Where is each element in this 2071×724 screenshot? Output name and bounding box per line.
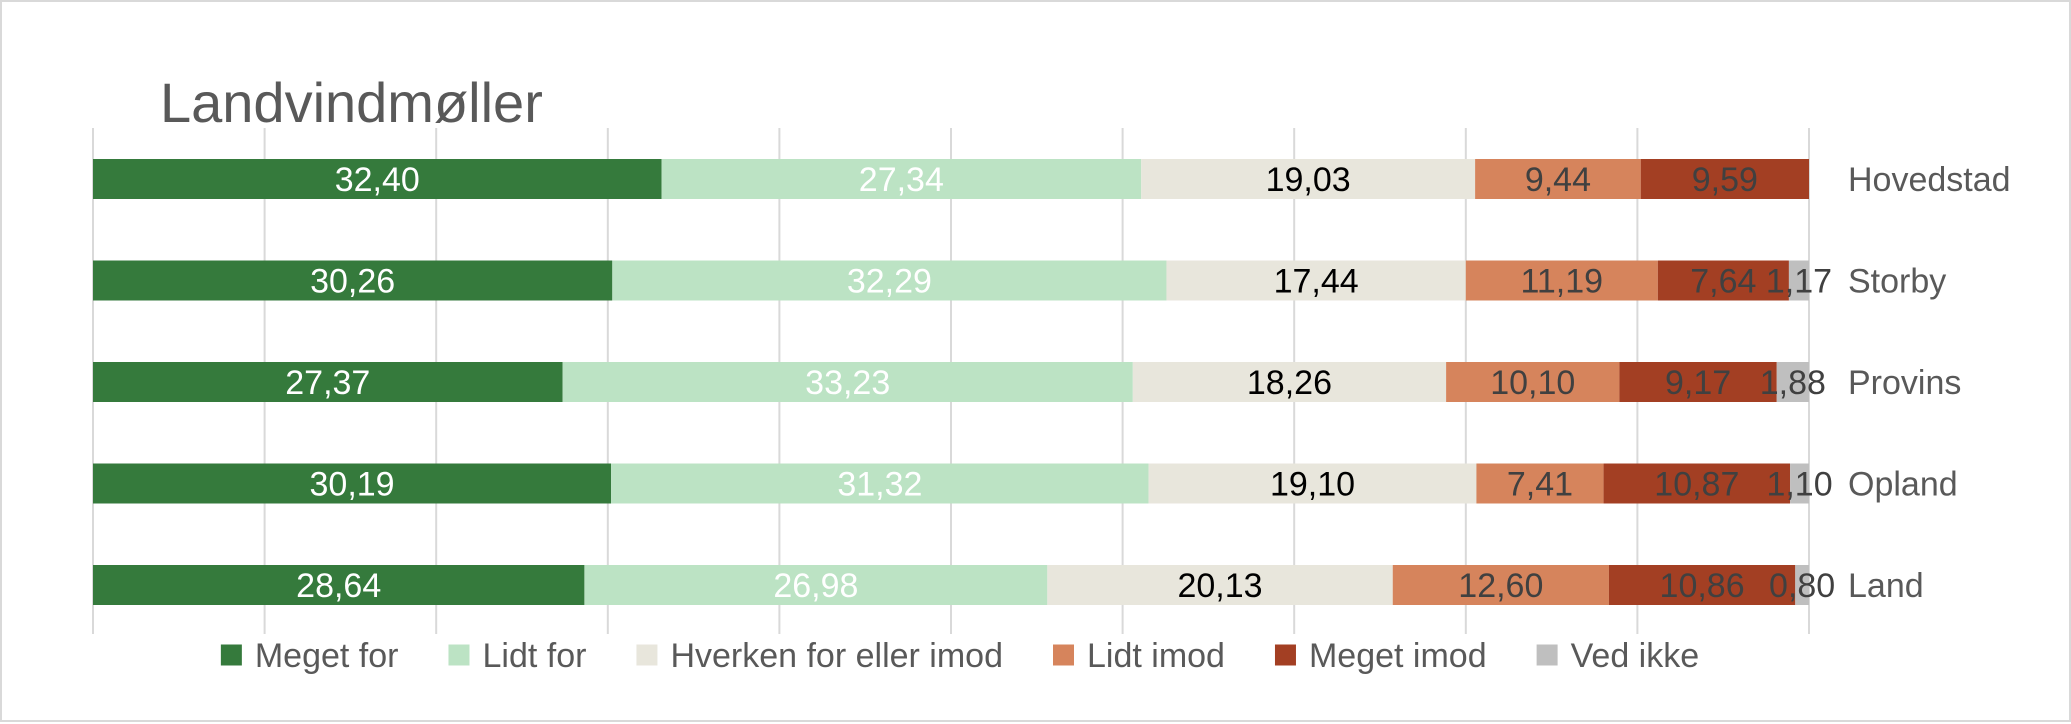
bar-segment (1475, 159, 1641, 199)
data-label: 26,98 (773, 567, 858, 605)
data-label: 10,87 (1654, 466, 1739, 504)
bar-segment (1166, 260, 1466, 301)
legend-label: Hverken for eller imod (670, 637, 1003, 675)
bar-segment (612, 260, 1167, 301)
data-label: 28,64 (296, 567, 381, 605)
bar-segment (93, 565, 585, 605)
legend: Meget for Lidt for Hverken for eller imod L… (220, 637, 1700, 675)
legend-label: Lidt for (482, 637, 586, 675)
legend-swatch (220, 644, 242, 666)
data-label: 1,10 (1766, 466, 1832, 504)
bar-segment (1392, 565, 1609, 605)
legend-swatch (1536, 644, 1558, 666)
category-label: Storby (1848, 263, 1946, 301)
bar-segment (1047, 565, 1393, 605)
data-label: 19,03 (1266, 161, 1351, 199)
bar-segment (1788, 260, 1809, 301)
data-label: 30,19 (310, 466, 395, 504)
legend-label: Lidt imod (1087, 637, 1225, 675)
data-label: 31,32 (837, 466, 922, 504)
data-label: 27,34 (859, 161, 944, 199)
legend-swatch (1274, 644, 1296, 666)
legend-swatch (1053, 644, 1074, 666)
data-label: 10,10 (1490, 364, 1575, 402)
bars (93, 159, 1809, 605)
category-label: Land (1848, 567, 1924, 605)
data-label: 12,60 (1458, 567, 1543, 605)
data-label: 19,10 (1270, 466, 1355, 504)
category-label: Opland (1848, 466, 1958, 504)
data-label: 11,19 (1521, 263, 1604, 301)
bar-segment (93, 159, 662, 199)
bar-segment (1603, 463, 1791, 504)
bar-segment (1795, 565, 1809, 605)
bar-segment (584, 565, 1048, 605)
data-label: 30,26 (310, 263, 395, 301)
data-label: 18,26 (1247, 364, 1332, 402)
bar-segment (1640, 159, 1809, 199)
bar-segment (93, 362, 563, 402)
data-label: 9,17 (1665, 364, 1731, 402)
data-label: 7,64 (1690, 263, 1756, 301)
data-label: 17,44 (1274, 263, 1359, 301)
bar-segment (1148, 463, 1477, 504)
legend-label: Meget imod (1309, 637, 1487, 675)
data-label: 20,13 (1177, 567, 1262, 605)
legend-swatch (448, 644, 470, 666)
bar-segment (1446, 362, 1620, 402)
data-label: 9,44 (1525, 161, 1591, 199)
category-label: Hovedstad (1848, 161, 2011, 199)
bar-segment (1608, 565, 1796, 605)
data-label: 32,29 (847, 263, 932, 301)
data-label: 10,86 (1660, 567, 1745, 605)
bar-segment (661, 159, 1142, 199)
bar-segment (1132, 362, 1447, 402)
bar-segment (93, 463, 612, 504)
bar-segment (1790, 463, 1809, 504)
bar-segment (611, 463, 1149, 504)
bar-segment (1657, 260, 1789, 301)
legend-swatch (636, 644, 658, 666)
bar-segment (93, 260, 613, 301)
bar-segment (1465, 260, 1658, 301)
bar-segment (1776, 362, 1809, 402)
data-label: 1,88 (1760, 364, 1826, 402)
data-label: 32,40 (335, 161, 420, 199)
bar-segment (562, 362, 1133, 402)
data-label: 0,80 (1769, 567, 1835, 605)
category-labels: Hovedstad Storby Provins Opland Land (1848, 161, 2011, 605)
chart-title: Landvindmøller (160, 71, 543, 134)
bar-segment (1619, 362, 1777, 402)
data-label: 7,41 (1507, 466, 1573, 504)
data-label: 33,23 (805, 364, 890, 402)
data-label: 9,59 (1692, 161, 1758, 199)
legend-label: Meget for (255, 637, 399, 675)
data-label: 27,37 (285, 364, 370, 402)
value-labels: 32,40 27,34 19,03 9,44 9,59 30,26 32,29 17,44 11… (285, 161, 1835, 605)
bar-segment (1141, 159, 1476, 199)
bar-segment (1476, 463, 1604, 504)
category-label: Provins (1848, 364, 1961, 402)
data-label: 1,17 (1766, 263, 1832, 301)
legend-label: Ved ikke (1571, 637, 1700, 675)
